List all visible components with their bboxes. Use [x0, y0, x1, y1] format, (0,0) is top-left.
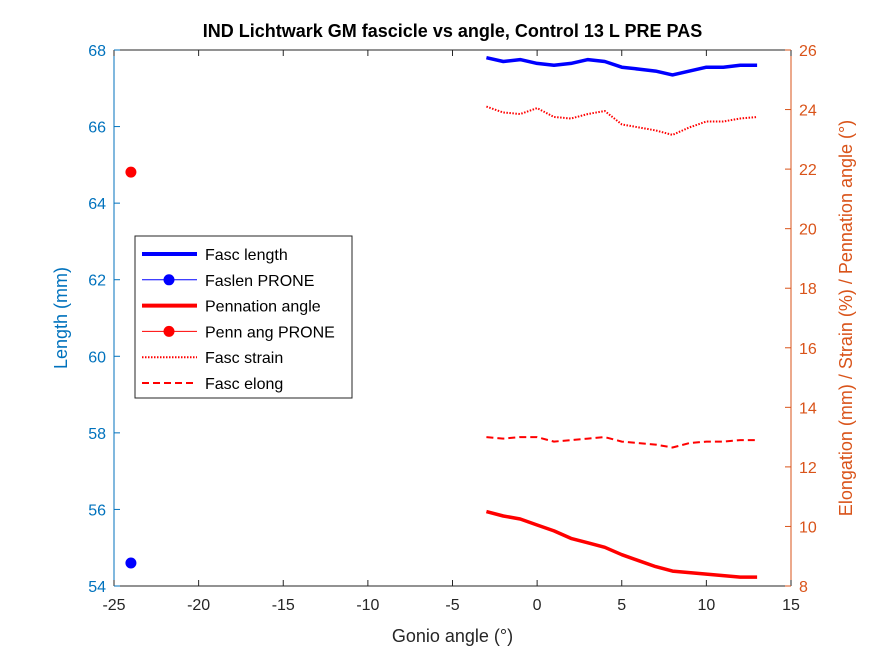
- y-right-tick-label: 8: [799, 579, 808, 596]
- pennation-angle-line: [485, 509, 758, 579]
- y-left-tick-label: 66: [88, 120, 106, 137]
- series-layer: [125, 55, 758, 579]
- y-left-axis-label: Length (mm): [51, 267, 71, 369]
- y-right-tick-label: 18: [799, 281, 817, 298]
- y-right-axis-label: Elongation (mm) / Strain (%) / Pennation…: [836, 120, 856, 516]
- x-tick-label: 10: [697, 597, 715, 614]
- x-tick-label: -5: [445, 597, 459, 614]
- x-tick-label: 5: [617, 597, 626, 614]
- penn-ang-prone-point: [125, 166, 137, 178]
- chart-title: IND Lichtwark GM fascicle vs angle, Cont…: [203, 21, 702, 41]
- x-tick-label: 15: [782, 597, 800, 614]
- legend-marker-penn-ang-prone: [163, 325, 175, 337]
- fasc-elong-line: [486, 436, 758, 449]
- x-tick-label: -15: [272, 597, 295, 614]
- legend-marker-faslen-prone: [163, 274, 175, 286]
- y-right-tick-label: 20: [799, 222, 817, 239]
- y-left-tick-label: 58: [88, 426, 106, 443]
- y-right-tick-label: 22: [799, 162, 817, 179]
- y-left-tick-label: 60: [88, 349, 106, 366]
- y-left-tick-label: 68: [88, 43, 106, 60]
- legend-label-penn-ang-prone: Penn ang PRONE: [205, 324, 335, 341]
- y-left-tick-label: 56: [88, 502, 106, 519]
- y-left-tick-label: 64: [88, 196, 106, 213]
- y-right-tick-label: 26: [799, 43, 817, 60]
- legend-label-fasc-length: Fasc length: [205, 247, 288, 264]
- y-left-tick-label: 54: [88, 579, 106, 596]
- ticks-layer: -25 -20 -15 -10 -5 0 5 10 15 54 56 58 60 62 64 66 68 8 10 1…: [88, 43, 817, 614]
- faslen-prone-point: [125, 557, 137, 569]
- y-right-tick-label: 12: [799, 460, 817, 477]
- y-right-tick-label: 16: [799, 341, 817, 358]
- y-right-tick-label: 10: [799, 519, 817, 536]
- fasc-length-line: [486, 55, 758, 77]
- legend: Fasc length Faslen PRONE Pennation angle Pe…: [134, 235, 353, 399]
- x-tick-label: 0: [533, 597, 542, 614]
- legend-label-pennation-angle: Pennation angle: [205, 299, 321, 316]
- y-right-tick-label: 24: [799, 103, 817, 120]
- x-tick-label: -20: [187, 597, 210, 614]
- y-right-tick-label: 14: [799, 400, 817, 417]
- y-left-tick-label: 62: [88, 273, 106, 290]
- x-axis-label: Gonio angle (°): [392, 626, 513, 646]
- fasc-strain-line: [486, 105, 758, 136]
- legend-label-faslen-prone: Faslen PRONE: [205, 273, 314, 290]
- x-tick-label: -25: [102, 597, 125, 614]
- legend-box: [134, 235, 353, 399]
- legend-label-fasc-strain: Fasc strain: [205, 350, 283, 367]
- x-tick-label: -10: [356, 597, 379, 614]
- legend-label-fasc-elong: Fasc elong: [205, 376, 283, 393]
